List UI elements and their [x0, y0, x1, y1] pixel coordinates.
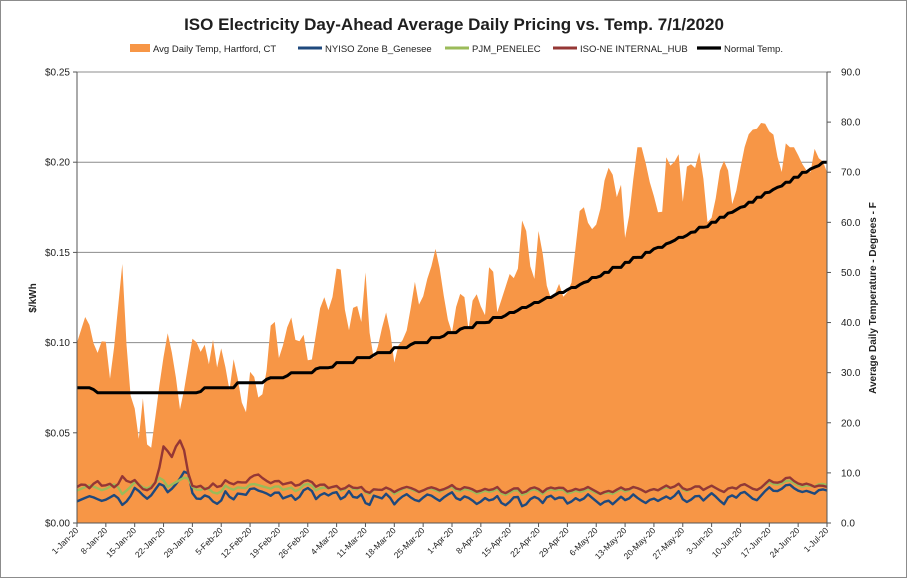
x-axis-ticks: 1-Jan-208-Jan-2015-Jan-2022-Jan-2029-Jan…	[50, 523, 831, 561]
left-axis-ticks: $0.00 $0.05 $0.10 $0.15 $0.20 $0.25	[45, 68, 77, 530]
legend-entry-label: ISO-NE INTERNAL_HUB	[580, 44, 688, 55]
x-tick-label: 24-Jun-20	[767, 525, 801, 559]
right-tick-label: 90.0	[841, 68, 861, 79]
x-tick-label: 1-Jan-20	[50, 525, 81, 556]
y-axis-left-label: $/kWh	[28, 283, 39, 312]
series-nyiso-zone-b-genesee-line	[76, 470, 828, 508]
series-normal-temp-line	[77, 160, 827, 395]
x-tick-label: 17-Jun-20	[739, 525, 773, 559]
right-tick-label: 50.0	[841, 268, 861, 279]
legend-entry-label: PJM_PENELEC	[472, 44, 541, 55]
chart-title: ISO Electricity Day-Ahead Average Daily …	[184, 15, 724, 34]
legend-entry-label: Avg Daily Temp, Hartford, CT	[153, 44, 276, 55]
right-tick-label: 0.0	[841, 519, 855, 530]
left-tick-label: $0.00	[45, 519, 70, 530]
right-tick-label: 20.0	[841, 418, 861, 429]
x-tick-label: 25-Mar-20	[392, 525, 427, 560]
right-tick-label: 10.0	[841, 468, 861, 479]
x-tick-label: 10-Jun-20	[710, 525, 744, 559]
x-tick-label: 15-Jan-20	[104, 525, 138, 559]
x-tick-label: 15-Apr-20	[479, 525, 513, 559]
left-tick-label: $0.10	[45, 338, 70, 349]
legend-entry-label: Normal Temp.	[724, 44, 783, 55]
legend: Avg Daily Temp, Hartford, CT NYISO Zone B…	[130, 44, 783, 55]
x-tick-label: 26-Feb-20	[276, 525, 311, 560]
right-tick-label: 60.0	[841, 218, 861, 229]
x-tick-label: 29-Jan-20	[162, 525, 196, 559]
left-tick-label: $0.05	[45, 428, 70, 439]
series-avg-temp-area	[77, 123, 827, 523]
x-tick-label: 22-Jan-20	[133, 525, 167, 559]
x-tick-label: 22-Apr-20	[508, 525, 542, 559]
line-layer	[76, 160, 828, 508]
right-tick-label: 80.0	[841, 118, 861, 129]
left-tick-label: $0.25	[45, 68, 70, 79]
right-axis-ticks: 0.0 10.0 20.0 30.0 40.0 50.0 60.0 70.0 80.0 90.0	[827, 68, 861, 530]
left-tick-label: $0.20	[45, 158, 70, 169]
right-tick-label: 40.0	[841, 318, 861, 329]
x-tick-label: 27-May-20	[650, 525, 686, 561]
area-layer	[77, 123, 827, 523]
series-iso-ne-internal-hub-line	[76, 439, 828, 496]
y-axis-right-label: Average Daily Temperature - Degrees - F	[868, 202, 879, 394]
x-tick-label: 1-Apr-20	[425, 525, 456, 556]
left-tick-label: $0.15	[45, 248, 70, 259]
right-tick-label: 30.0	[841, 368, 861, 379]
right-tick-label: 70.0	[841, 168, 861, 179]
x-tick-label: 1-Jul-20	[802, 525, 831, 554]
legend-swatch	[130, 44, 150, 52]
legend-entry-label: NYISO Zone B_Genesee	[325, 44, 432, 55]
x-tick-label: 29-Apr-20	[537, 525, 571, 559]
